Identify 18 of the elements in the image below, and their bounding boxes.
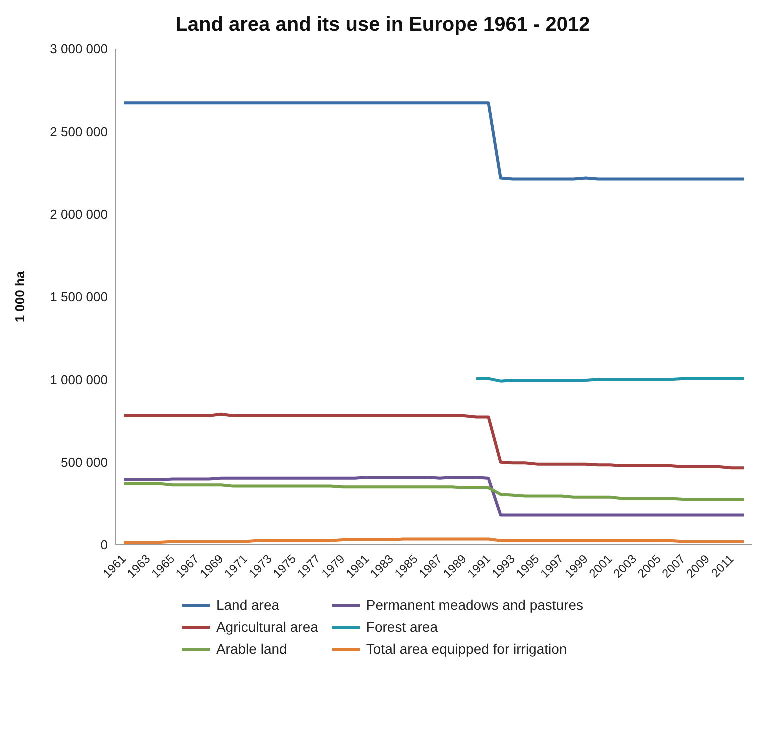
legend-label: Permanent meadows and pastures: [366, 597, 584, 613]
y-tick-label: 3 000 000: [50, 42, 108, 57]
y-axis-title: 1 000 ha: [12, 270, 28, 323]
line-series: [122, 412, 746, 470]
chart-title: Land area and its use in Europe 1961 - 2012: [174, 14, 592, 37]
legend-label: Total area equipped for irrigation: [366, 641, 568, 657]
legend-label: Arable land: [216, 641, 288, 657]
legend-label: Agricultural area: [216, 619, 318, 635]
y-tick-label: 0: [100, 538, 108, 553]
y-tick-label: 1 000 000: [50, 372, 108, 388]
legend-label: Forest area: [366, 619, 438, 635]
y-tick-label: 1 500 000: [50, 290, 108, 305]
y-tick-label: 2 500 000: [50, 124, 108, 140]
y-tick-label: 500 000: [61, 454, 108, 470]
line-series: [122, 482, 746, 502]
y-tick-label: 2 000 000: [50, 206, 108, 222]
legend-label: Land area: [216, 597, 280, 613]
line-series: [122, 476, 746, 517]
